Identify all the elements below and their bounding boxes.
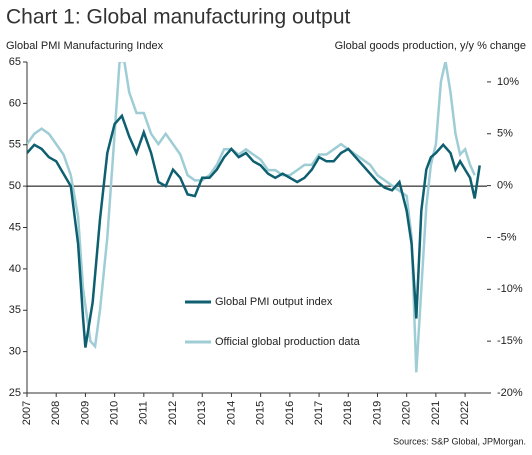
x-tick-label: 2017 xyxy=(313,401,325,425)
x-tick-label: 2014 xyxy=(225,401,237,425)
y-tick-label: 50 xyxy=(9,180,21,192)
y2-tick-label: -15% xyxy=(497,335,523,347)
x-tick-label: 2013 xyxy=(196,401,208,425)
y-tick-label: 55 xyxy=(9,139,21,151)
y2-tick-label: -10% xyxy=(497,283,523,295)
y-tick-label: 35 xyxy=(9,304,21,316)
y-tick-label: 45 xyxy=(9,221,21,233)
y-axis-label: Global PMI Manufacturing Index xyxy=(6,40,164,52)
y2-tick-label: 5% xyxy=(497,128,513,140)
x-tick-label: 2019 xyxy=(371,401,383,425)
y2-tick-label: -20% xyxy=(497,387,523,399)
source: Sources: S&P Global, JPMorgan. xyxy=(393,436,526,446)
plot-area xyxy=(27,62,481,373)
legend-label: Official global production data xyxy=(215,336,361,348)
x-tick-label: 2018 xyxy=(342,401,354,425)
y-tick-label: 25 xyxy=(9,387,21,399)
y2-tick-label: 0% xyxy=(497,180,513,192)
y-tick-label: 65 xyxy=(9,56,21,68)
x-tick-label: 2016 xyxy=(284,401,296,425)
y-tick-label: 30 xyxy=(9,346,21,358)
x-tick-label: 2021 xyxy=(430,401,442,425)
y2-tick-label: -5% xyxy=(497,231,517,243)
legend-label: Global PMI output index xyxy=(215,296,333,308)
x-tick-label: 2022 xyxy=(459,401,471,425)
x-tick-label: 2008 xyxy=(50,401,62,425)
x-tick-label: 2009 xyxy=(79,401,91,425)
x-tick-label: 2010 xyxy=(109,401,121,425)
series-line xyxy=(27,62,476,373)
x-tick-label: 2012 xyxy=(167,401,179,425)
x-tick-label: 2015 xyxy=(255,401,267,425)
x-tick-label: 2020 xyxy=(401,401,413,425)
y-tick-label: 40 xyxy=(9,263,21,275)
y2-tick-label: 10% xyxy=(497,76,519,88)
y-tick-label: 60 xyxy=(9,97,21,109)
series-line xyxy=(27,113,481,348)
y2-axis-label: Global goods production, y/y % change xyxy=(335,40,526,52)
x-tick-label: 2007 xyxy=(21,401,33,425)
chart-title: Chart 1: Global manufacturing output xyxy=(6,6,351,29)
x-tick-label: 2011 xyxy=(138,401,150,425)
